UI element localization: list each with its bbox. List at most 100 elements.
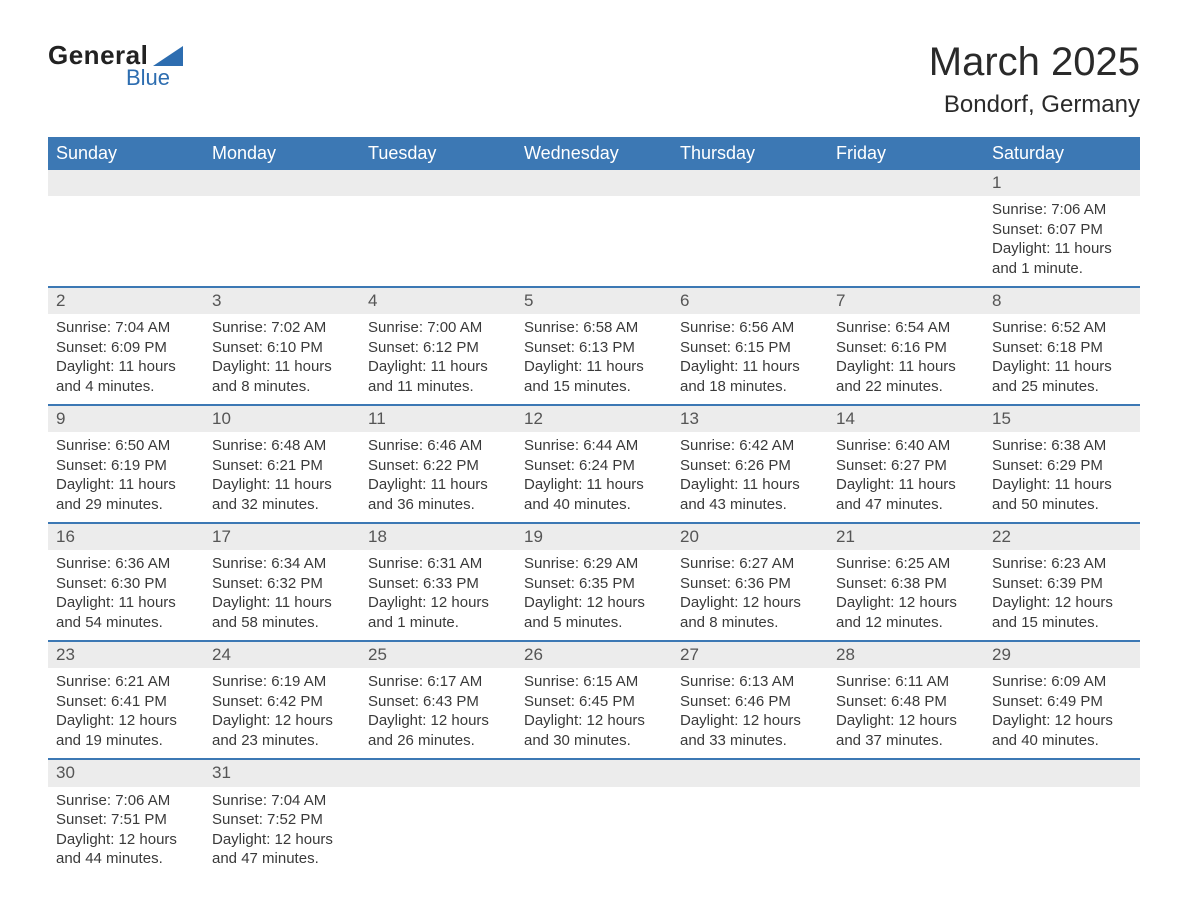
day-detail: Sunrise: 6:58 AMSunset: 6:13 PMDaylight:… <box>516 314 672 405</box>
col-saturday: Saturday <box>984 137 1140 170</box>
day-detail <box>204 196 360 287</box>
daylight-text: Daylight: 11 hours and 8 minutes. <box>212 357 352 396</box>
sunrise-text: Sunrise: 7:06 AM <box>992 200 1132 220</box>
calendar-table: Sunday Monday Tuesday Wednesday Thursday… <box>48 137 1140 877</box>
day-number: 22 <box>984 523 1140 550</box>
col-monday: Monday <box>204 137 360 170</box>
week-daynum-row: 1 <box>48 170 1140 196</box>
sunrise-text: Sunrise: 6:58 AM <box>524 318 664 338</box>
day-number <box>204 170 360 196</box>
day-detail <box>984 787 1140 877</box>
sunset-text: Sunset: 6:29 PM <box>992 456 1132 476</box>
daylight-text: Daylight: 12 hours and 37 minutes. <box>836 711 976 750</box>
day-number: 20 <box>672 523 828 550</box>
daylight-text: Daylight: 11 hours and 50 minutes. <box>992 475 1132 514</box>
col-thursday: Thursday <box>672 137 828 170</box>
day-detail: Sunrise: 7:00 AMSunset: 6:12 PMDaylight:… <box>360 314 516 405</box>
weekday-header-row: Sunday Monday Tuesday Wednesday Thursday… <box>48 137 1140 170</box>
day-detail: Sunrise: 6:17 AMSunset: 6:43 PMDaylight:… <box>360 668 516 759</box>
day-number <box>360 759 516 786</box>
sunset-text: Sunset: 6:30 PM <box>56 574 196 594</box>
sunrise-text: Sunrise: 6:17 AM <box>368 672 508 692</box>
day-number: 16 <box>48 523 204 550</box>
daylight-text: Daylight: 11 hours and 36 minutes. <box>368 475 508 514</box>
day-number <box>516 759 672 786</box>
day-detail: Sunrise: 6:21 AMSunset: 6:41 PMDaylight:… <box>48 668 204 759</box>
day-number: 3 <box>204 287 360 314</box>
sunrise-text: Sunrise: 7:04 AM <box>56 318 196 338</box>
sunset-text: Sunset: 6:21 PM <box>212 456 352 476</box>
sunset-text: Sunset: 6:16 PM <box>836 338 976 358</box>
col-sunday: Sunday <box>48 137 204 170</box>
sunset-text: Sunset: 6:38 PM <box>836 574 976 594</box>
day-detail: Sunrise: 6:48 AMSunset: 6:21 PMDaylight:… <box>204 432 360 523</box>
day-number: 28 <box>828 641 984 668</box>
week-detail-row: Sunrise: 6:21 AMSunset: 6:41 PMDaylight:… <box>48 668 1140 759</box>
day-detail <box>828 196 984 287</box>
sunset-text: Sunset: 6:27 PM <box>836 456 976 476</box>
day-detail: Sunrise: 6:23 AMSunset: 6:39 PMDaylight:… <box>984 550 1140 641</box>
sunset-text: Sunset: 6:15 PM <box>680 338 820 358</box>
day-number: 14 <box>828 405 984 432</box>
daylight-text: Daylight: 12 hours and 1 minute. <box>368 593 508 632</box>
sunrise-text: Sunrise: 6:11 AM <box>836 672 976 692</box>
daylight-text: Daylight: 12 hours and 23 minutes. <box>212 711 352 750</box>
day-detail: Sunrise: 6:29 AMSunset: 6:35 PMDaylight:… <box>516 550 672 641</box>
day-detail <box>516 787 672 877</box>
daylight-text: Daylight: 12 hours and 15 minutes. <box>992 593 1132 632</box>
day-number <box>48 170 204 196</box>
day-number: 18 <box>360 523 516 550</box>
day-detail: Sunrise: 7:04 AMSunset: 6:09 PMDaylight:… <box>48 314 204 405</box>
day-number: 24 <box>204 641 360 668</box>
sunrise-text: Sunrise: 6:46 AM <box>368 436 508 456</box>
day-detail <box>672 196 828 287</box>
day-detail <box>672 787 828 877</box>
day-number: 17 <box>204 523 360 550</box>
day-number: 8 <box>984 287 1140 314</box>
day-number: 25 <box>360 641 516 668</box>
week-daynum-row: 9101112131415 <box>48 405 1140 432</box>
day-number: 10 <box>204 405 360 432</box>
day-detail: Sunrise: 6:44 AMSunset: 6:24 PMDaylight:… <box>516 432 672 523</box>
sunset-text: Sunset: 6:22 PM <box>368 456 508 476</box>
sunrise-text: Sunrise: 6:13 AM <box>680 672 820 692</box>
page-header: General Blue March 2025 Bondorf, Germany <box>48 40 1140 119</box>
day-detail: Sunrise: 6:52 AMSunset: 6:18 PMDaylight:… <box>984 314 1140 405</box>
triangle-icon <box>153 46 183 66</box>
week-daynum-row: 23242526272829 <box>48 641 1140 668</box>
day-number: 30 <box>48 759 204 786</box>
week-detail-row: Sunrise: 6:36 AMSunset: 6:30 PMDaylight:… <box>48 550 1140 641</box>
day-number <box>360 170 516 196</box>
sunset-text: Sunset: 6:10 PM <box>212 338 352 358</box>
day-number: 21 <box>828 523 984 550</box>
day-number: 2 <box>48 287 204 314</box>
day-number <box>672 759 828 786</box>
day-detail <box>828 787 984 877</box>
day-detail: Sunrise: 6:19 AMSunset: 6:42 PMDaylight:… <box>204 668 360 759</box>
daylight-text: Daylight: 12 hours and 5 minutes. <box>524 593 664 632</box>
sunset-text: Sunset: 6:43 PM <box>368 692 508 712</box>
day-detail: Sunrise: 6:38 AMSunset: 6:29 PMDaylight:… <box>984 432 1140 523</box>
daylight-text: Daylight: 11 hours and 22 minutes. <box>836 357 976 396</box>
daylight-text: Daylight: 12 hours and 44 minutes. <box>56 830 196 869</box>
day-number: 26 <box>516 641 672 668</box>
sunset-text: Sunset: 6:24 PM <box>524 456 664 476</box>
day-detail: Sunrise: 6:42 AMSunset: 6:26 PMDaylight:… <box>672 432 828 523</box>
sunrise-text: Sunrise: 7:02 AM <box>212 318 352 338</box>
daylight-text: Daylight: 11 hours and 58 minutes. <box>212 593 352 632</box>
sunrise-text: Sunrise: 6:40 AM <box>836 436 976 456</box>
day-detail: Sunrise: 6:09 AMSunset: 6:49 PMDaylight:… <box>984 668 1140 759</box>
sunrise-text: Sunrise: 6:56 AM <box>680 318 820 338</box>
day-detail: Sunrise: 6:36 AMSunset: 6:30 PMDaylight:… <box>48 550 204 641</box>
week-daynum-row: 2345678 <box>48 287 1140 314</box>
sunset-text: Sunset: 6:13 PM <box>524 338 664 358</box>
day-number <box>672 170 828 196</box>
day-detail: Sunrise: 6:56 AMSunset: 6:15 PMDaylight:… <box>672 314 828 405</box>
sunset-text: Sunset: 7:51 PM <box>56 810 196 830</box>
daylight-text: Daylight: 11 hours and 25 minutes. <box>992 357 1132 396</box>
col-friday: Friday <box>828 137 984 170</box>
sunrise-text: Sunrise: 6:25 AM <box>836 554 976 574</box>
day-detail <box>360 787 516 877</box>
day-number: 13 <box>672 405 828 432</box>
daylight-text: Daylight: 11 hours and 11 minutes. <box>368 357 508 396</box>
